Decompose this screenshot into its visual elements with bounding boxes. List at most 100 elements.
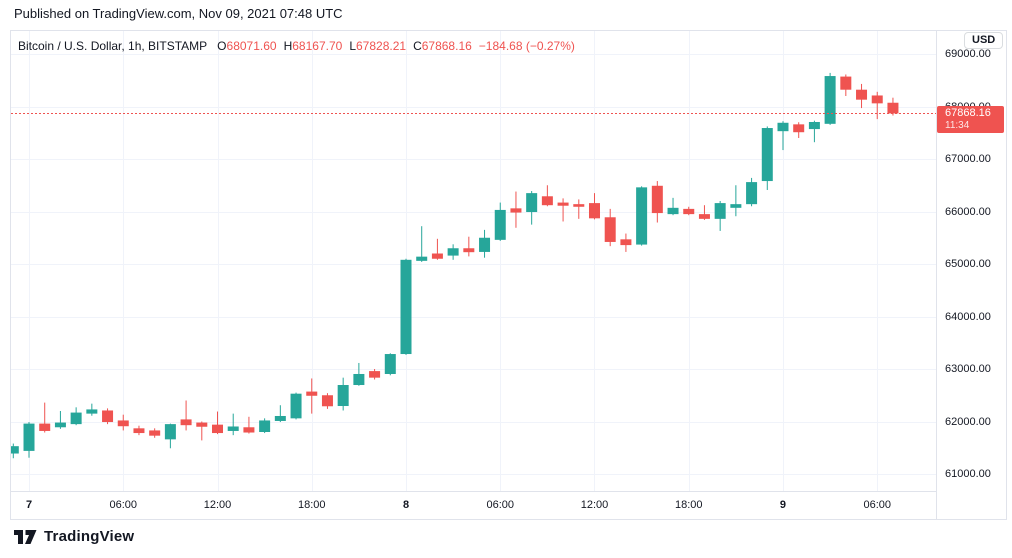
tradingview-logo-icon[interactable] <box>14 529 37 545</box>
open-label: O <box>217 39 227 53</box>
candle <box>636 186 648 246</box>
candle <box>479 229 491 258</box>
candle <box>777 121 789 151</box>
candle <box>369 369 381 380</box>
candle <box>824 72 836 125</box>
bar-countdown: 11:34 <box>945 120 970 132</box>
price-tick-label: 63000.00 <box>945 363 991 375</box>
currency-toggle-button[interactable]: USD <box>964 32 1004 49</box>
candle <box>117 414 129 431</box>
candle <box>196 421 208 441</box>
candle <box>494 202 506 241</box>
candle <box>746 177 758 207</box>
axis-corner-separator <box>936 492 937 519</box>
candle <box>70 407 82 426</box>
candle <box>714 201 726 231</box>
time-tick-label: 06:00 <box>109 499 138 511</box>
candle <box>871 91 883 120</box>
candle <box>227 413 239 436</box>
candle <box>761 126 773 190</box>
candle <box>856 83 868 109</box>
candle <box>793 122 805 138</box>
chart-pane[interactable]: Bitcoin / U.S. Dollar, 1h, BITSTAMP O6807… <box>11 31 937 492</box>
candle <box>384 353 396 376</box>
price-tick-label: 62000.00 <box>945 415 991 428</box>
price-tick-label: 61000.00 <box>945 468 991 480</box>
candle <box>463 236 475 257</box>
price-tick-label: 66000.00 <box>945 205 991 218</box>
footer: TradingView <box>14 528 134 545</box>
candle <box>541 185 553 207</box>
candle <box>23 422 35 458</box>
price-tick-label: 64000.00 <box>945 310 991 323</box>
time-tick-label: 06:00 <box>863 499 891 511</box>
candle <box>698 205 710 220</box>
high-label: H <box>283 39 293 53</box>
candle <box>683 206 695 216</box>
candle <box>526 191 538 225</box>
low-label: L <box>349 39 356 53</box>
high-value: 68167.70 <box>292 39 343 53</box>
candle <box>164 423 176 449</box>
candlestick-chart <box>11 31 936 491</box>
candle <box>259 418 271 434</box>
last-price-badge: 67868.16 11:34 <box>937 106 1004 134</box>
last-price-value: 67868.16 <box>945 107 991 120</box>
price-tick-label: 65000.00 <box>945 258 991 270</box>
price-tick-label: 67000.00 <box>945 153 991 165</box>
candle <box>290 392 302 420</box>
candle <box>180 400 192 431</box>
chart-legend: Bitcoin / U.S. Dollar, 1h, BITSTAMP O6807… <box>18 39 575 53</box>
symbol-title[interactable]: Bitcoin / U.S. Dollar, 1h, BITSTAMP <box>18 39 208 53</box>
time-axis[interactable]: 7 06:00 12:00 18:00 8 06:00 12:00 18:00 9 06:00 <box>11 492 1006 518</box>
candle <box>337 377 349 411</box>
time-tick-label: 9 <box>779 499 787 511</box>
chart-widget: Bitcoin / U.S. Dollar, 1h, BITSTAMP O6807… <box>10 30 1007 520</box>
candle <box>321 393 333 409</box>
time-tick-label: 12:00 <box>203 499 232 511</box>
candle <box>573 199 585 219</box>
time-tick-label: 7 <box>25 499 33 511</box>
candle <box>39 402 51 433</box>
change-value: −184.68 (−0.27%) <box>478 39 575 53</box>
candle <box>86 403 98 416</box>
time-tick-label: 06:00 <box>486 499 514 511</box>
time-tick-label: 18:00 <box>297 499 326 511</box>
candle <box>212 411 224 435</box>
price-tick-label: 69000.00 <box>945 48 991 60</box>
candle <box>431 238 443 260</box>
time-tick-label: 12:00 <box>580 499 609 511</box>
candle <box>620 233 632 252</box>
price-axis[interactable]: USD 69000.0068000.0067000.0066000.006500… <box>937 31 1006 491</box>
candle <box>604 208 616 247</box>
candle <box>447 244 459 260</box>
candle <box>243 416 255 434</box>
candle <box>416 226 428 262</box>
candle <box>667 197 679 216</box>
candle <box>11 443 19 459</box>
candle <box>54 411 66 429</box>
candle <box>133 425 145 436</box>
candle <box>510 191 522 228</box>
candle <box>730 185 742 217</box>
candle <box>840 74 852 96</box>
candle <box>353 362 365 386</box>
time-tick-label: 8 <box>402 499 410 511</box>
candle <box>102 408 114 425</box>
candle <box>306 378 318 414</box>
time-tick-label: 18:00 <box>674 499 703 511</box>
close-label: C <box>413 39 422 53</box>
candle <box>557 198 569 222</box>
candle <box>808 120 820 143</box>
candle <box>887 97 899 116</box>
candle <box>588 193 600 220</box>
candle <box>274 405 286 423</box>
close-value: 67868.16 <box>421 39 472 53</box>
open-value: 68071.60 <box>226 39 277 53</box>
published-bar: Published on TradingView.com, Nov 09, 20… <box>14 6 343 21</box>
candle <box>400 258 412 355</box>
candle <box>149 428 161 438</box>
low-value: 67828.21 <box>356 39 407 53</box>
candle <box>651 181 663 223</box>
tradingview-brand-text[interactable]: TradingView <box>44 528 135 545</box>
